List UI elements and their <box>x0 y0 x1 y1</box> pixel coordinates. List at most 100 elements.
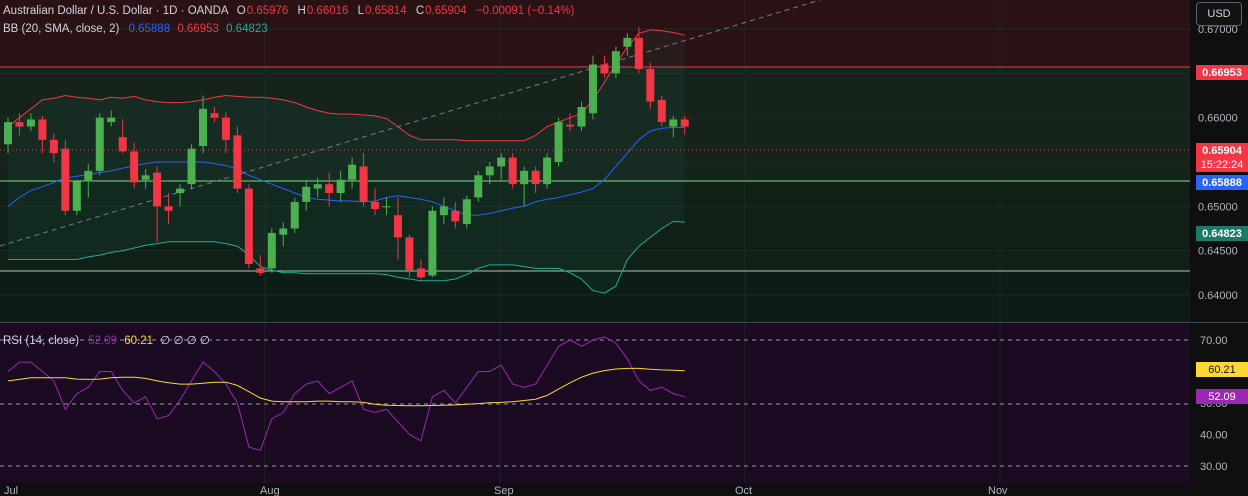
time-tick-label: Jul <box>4 485 18 496</box>
candle <box>531 166 540 194</box>
candles[interactable] <box>4 27 689 280</box>
candle-body <box>439 206 448 216</box>
candle <box>348 157 357 189</box>
candle <box>164 193 173 225</box>
candle-body <box>485 166 494 176</box>
candle <box>474 170 483 202</box>
close-value: 0.65904 <box>425 5 467 17</box>
candle <box>279 222 288 247</box>
candle-body <box>371 201 380 209</box>
high-label: H <box>297 5 306 17</box>
mid-lower-zone-bg <box>0 181 1190 271</box>
bollinger-bands[interactable] <box>7 29 685 294</box>
candle-body <box>244 188 253 264</box>
candle-body <box>543 157 552 185</box>
symbol-title[interactable]: Australian Dollar / U.S. Dollar · 1D · O… <box>3 5 229 17</box>
candle <box>439 197 448 225</box>
candle-body <box>405 237 414 271</box>
candle <box>176 184 185 207</box>
candle-body <box>84 170 93 182</box>
candle-body <box>267 232 276 269</box>
low-value: 0.65814 <box>365 5 407 17</box>
bb-basis-value: 0.65888 <box>128 23 171 35</box>
candle-body <box>336 179 345 194</box>
grid <box>0 0 1190 483</box>
bb-label[interactable]: BB (20, SMA, close, 2) <box>3 23 120 35</box>
candle-body <box>531 170 540 185</box>
candle <box>359 153 368 207</box>
candle-body <box>4 122 12 145</box>
candle <box>187 144 196 189</box>
rsi-legend[interactable]: RSI (14, close) 52.09 60.21 ∅ ∅ ∅ ∅ <box>3 333 211 347</box>
candle <box>38 115 47 154</box>
time-tick-label: Aug <box>260 485 280 496</box>
rsi-label[interactable]: RSI (14, close) <box>3 335 80 347</box>
basis-badge: 0.65888 <box>1196 175 1248 190</box>
candle <box>634 27 643 74</box>
candle <box>256 255 265 276</box>
time-axis[interactable]: Jul Aug Sep Oct Nov <box>4 485 1008 496</box>
candle-body <box>38 119 47 140</box>
candle <box>669 115 678 138</box>
rsi-tick-label: 40.00 <box>1200 430 1228 442</box>
candle <box>554 117 563 167</box>
candle <box>233 126 242 194</box>
lower-zone-bg <box>0 271 1190 322</box>
candle <box>405 234 414 278</box>
candle <box>497 153 506 180</box>
candle-body <box>107 117 116 123</box>
currency-button[interactable]: USD <box>1196 2 1242 26</box>
candle-body <box>359 166 368 202</box>
candle-body <box>657 99 666 123</box>
candle <box>371 188 380 216</box>
candle <box>302 179 311 211</box>
rsi-ma-line <box>7 367 685 407</box>
candle-body <box>393 215 402 238</box>
candle <box>428 206 437 278</box>
candle <box>118 119 127 154</box>
candle-body <box>221 117 230 140</box>
candle-body <box>176 188 185 194</box>
candle-body <box>497 157 506 167</box>
bb-lower-value: 0.64823 <box>226 23 268 35</box>
candle <box>313 177 322 198</box>
candle <box>680 115 689 135</box>
candle-body <box>566 124 575 127</box>
time-tick-label: Sep <box>494 485 514 496</box>
candle <box>61 139 70 216</box>
time-tick-label: Oct <box>735 485 752 496</box>
bb-legend[interactable]: BB (20, SMA, close, 2) 0.65888 0.66953 0… <box>3 23 269 35</box>
price-tick-label: 0.65000 <box>1198 201 1238 213</box>
candle-body <box>233 135 242 189</box>
candle <box>336 170 345 202</box>
candle <box>4 117 12 154</box>
countdown-badge: 15:22:24 <box>1196 157 1248 172</box>
candle-body <box>26 119 35 127</box>
candle-body <box>279 228 288 235</box>
candle-body <box>382 206 391 208</box>
candle <box>107 110 116 127</box>
candle <box>382 197 391 216</box>
candle-body <box>416 268 425 278</box>
candle-body <box>187 148 196 185</box>
price-tick-label: 0.64000 <box>1198 290 1238 302</box>
candle <box>153 166 162 242</box>
symbol-legend[interactable]: Australian Dollar / U.S. Dollar · 1D · O… <box>3 5 575 17</box>
candle <box>26 113 35 131</box>
upper-band-badge: 0.66953 <box>1196 65 1248 80</box>
change-value: −0.00091 (−0.14%) <box>475 5 575 17</box>
candle-body <box>130 151 139 183</box>
trend-line[interactable] <box>0 0 821 247</box>
candle-body <box>153 172 162 207</box>
candle <box>325 172 334 207</box>
time-tick-label: Nov <box>988 485 1008 496</box>
candle-body <box>61 148 70 211</box>
rsi-lines[interactable] <box>7 336 685 451</box>
candle <box>198 95 207 154</box>
candle-body <box>520 170 529 185</box>
candle <box>462 195 471 229</box>
candle <box>577 101 586 131</box>
candle <box>588 55 597 120</box>
